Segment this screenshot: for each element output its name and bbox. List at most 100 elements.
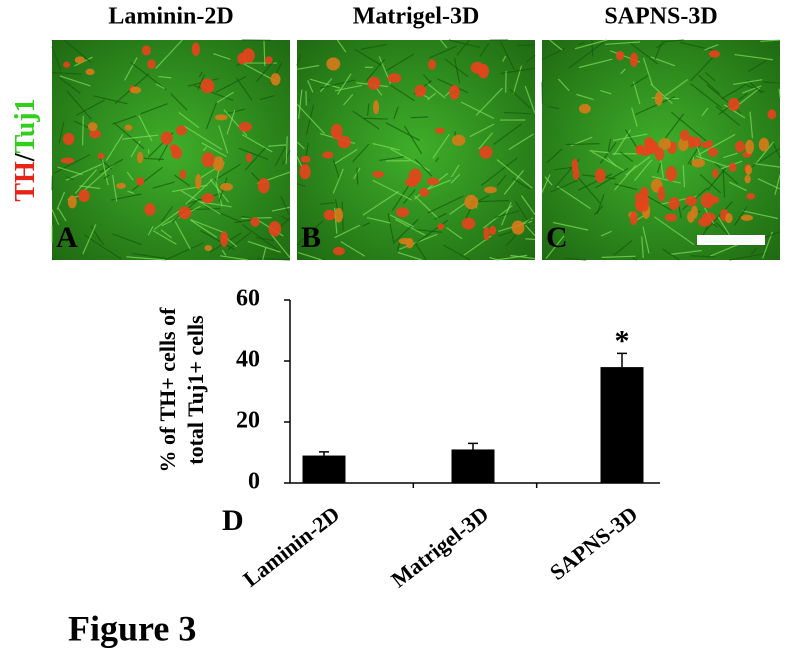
neurite [664,79,689,97]
neurite [112,115,137,125]
neurite [682,165,686,188]
neurite [158,75,172,79]
neurite [701,107,709,117]
cell [144,203,156,216]
cell [337,135,351,149]
neurite [238,147,269,160]
neurite [690,56,715,82]
neurite [57,207,67,222]
neurite [503,111,531,115]
neurite [390,84,415,102]
neurite [634,159,653,181]
neurite [53,154,91,174]
neurite [496,159,533,189]
neurite [105,133,124,161]
cell [744,174,751,184]
cell [700,192,715,209]
caption: Figure 3 [68,608,196,648]
neurite [126,171,134,181]
neurite [642,57,653,86]
neurite [198,71,204,78]
cell [712,168,719,179]
stain-separator: / [10,152,41,162]
cell [665,166,677,182]
neurite [255,60,275,83]
neurite [707,166,727,191]
neurite [372,142,400,151]
neurite [336,39,347,53]
neurite [332,159,340,179]
neurite [607,157,617,167]
cell [702,212,716,222]
cell [214,114,228,121]
neurite [241,134,273,153]
neurite [453,57,461,84]
neurite [155,83,165,90]
bar [302,455,346,483]
neurite [165,242,204,261]
neurite [661,39,684,43]
neurite [296,141,305,150]
cell [74,56,85,64]
neurite [202,146,208,152]
neurite [762,81,781,84]
neurite [372,179,412,201]
neurite [496,254,528,261]
neurite [705,71,716,82]
neurite [412,228,443,233]
neurite [74,169,98,194]
y-tick-label: 20 [236,408,260,434]
cell [246,152,253,163]
neurite [178,111,200,129]
neurite [214,163,241,181]
neurite [387,213,395,243]
neurite [147,225,154,236]
neurite [307,80,314,93]
neurite [435,157,439,163]
neurite [493,123,523,145]
neurite [241,224,279,251]
neurite [319,78,333,93]
neurite [190,219,218,239]
cell [395,207,410,218]
neurite [576,93,594,101]
cell [238,121,252,132]
neurite [200,230,236,251]
neurite [363,117,388,120]
cell [257,178,270,194]
x-tick-label: Laminin-2D [238,501,344,591]
y-tick-label: 0 [248,469,260,495]
neurite [601,255,636,258]
neurite [127,190,135,194]
neurite [59,75,91,87]
neurite [460,101,495,119]
neurite [750,247,758,255]
cell [511,220,525,235]
neurite [651,175,681,184]
neurite [631,107,638,127]
panel-letter: C [546,221,568,254]
cell [740,214,754,221]
cell [437,223,445,230]
cell [451,134,466,146]
neurite [728,181,747,192]
neurite [56,191,66,210]
neurite [143,157,165,161]
neurite [544,176,553,186]
neurite [184,208,221,211]
neurite [205,101,218,130]
neurite [334,224,361,239]
neurite [219,255,248,261]
neurite [448,39,481,48]
neurite [255,237,274,242]
neurite [193,84,234,102]
neurite [732,79,763,86]
cell [470,61,485,74]
neurite [296,64,320,70]
neurite [614,183,638,191]
neurite [268,144,287,147]
neurite [174,220,191,250]
neurite [670,111,707,142]
cell [594,168,606,183]
cell [578,103,591,114]
